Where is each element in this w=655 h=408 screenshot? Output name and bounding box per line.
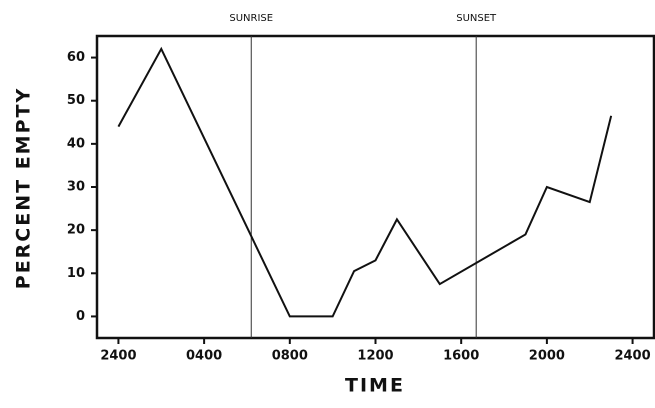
- y-tick-label: 60: [67, 50, 85, 65]
- x-axis-title: TIME: [345, 375, 405, 397]
- y-tick-label: 0: [76, 309, 85, 324]
- y-tick-label: 10: [67, 266, 85, 281]
- x-tick-label: 2400: [614, 349, 650, 364]
- y-tick-label: 20: [67, 223, 85, 238]
- y-tick-label: 50: [67, 93, 85, 108]
- x-tick-label: 0800: [272, 349, 308, 364]
- x-tick-label: 1600: [443, 349, 479, 364]
- x-tick-label: 1200: [357, 349, 393, 364]
- x-tick-label: 2400: [100, 349, 136, 364]
- plot-frame: [95, 34, 655, 340]
- y-axis-title: PERCENT EMPTY: [13, 87, 35, 289]
- x-tick-label: 2000: [529, 349, 565, 364]
- data-line: [117, 46, 613, 318]
- annotation-label: SUNSET: [456, 13, 497, 24]
- y-tick-label: 40: [67, 136, 85, 151]
- x-tick-label: 0400: [186, 349, 222, 364]
- y-tick-label: 30: [67, 180, 85, 195]
- annotation-label: SUNRISE: [229, 13, 273, 24]
